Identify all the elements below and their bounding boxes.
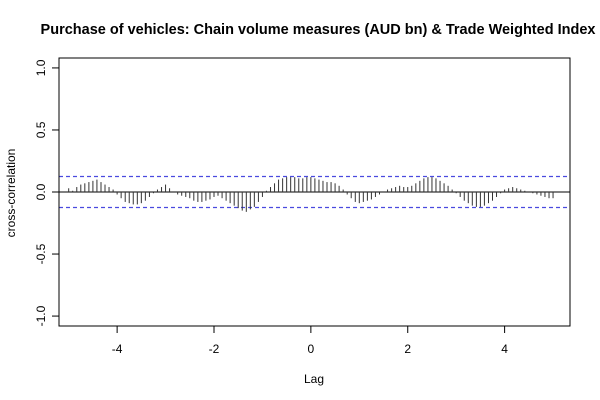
y-tick-label: 1.0 [34, 59, 48, 76]
x-tick-label: -4 [112, 342, 123, 356]
x-tick-label: 4 [501, 342, 508, 356]
x-axis-label: Lag [304, 372, 324, 386]
x-tick-label: 0 [308, 342, 315, 356]
y-tick-label: -0.5 [34, 243, 48, 264]
x-tick-label: 2 [404, 342, 411, 356]
chart-title: Purchase of vehicles: Chain volume measu… [41, 22, 596, 38]
y-axis-label: cross-correlation [4, 149, 18, 238]
y-tick-label: 0.5 [34, 121, 48, 138]
y-tick-label: 0.0 [34, 183, 48, 200]
x-tick-label: -2 [209, 342, 220, 356]
cross-correlation-bars [68, 177, 554, 212]
x-axis: -4 -2 0 2 4 [112, 325, 508, 356]
y-tick-label: -1.0 [34, 305, 48, 326]
y-axis: -1.0 -0.5 0.0 0.5 1.0 [34, 59, 60, 326]
